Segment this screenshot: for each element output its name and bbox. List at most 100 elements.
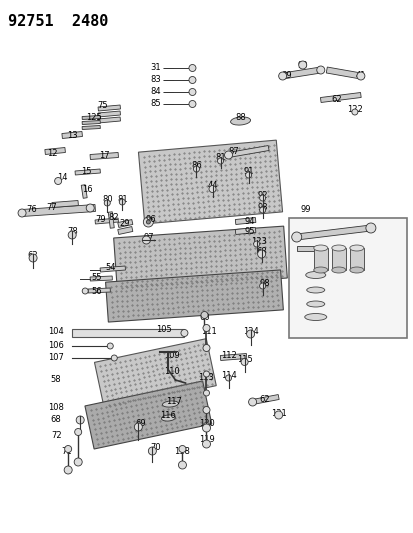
- Circle shape: [188, 77, 195, 84]
- Polygon shape: [252, 394, 278, 405]
- Text: 117: 117: [166, 397, 182, 406]
- Text: 100: 100: [336, 225, 352, 235]
- Text: 96: 96: [145, 215, 155, 224]
- Circle shape: [193, 166, 199, 172]
- Ellipse shape: [313, 267, 327, 273]
- Text: 120: 120: [198, 419, 214, 429]
- Polygon shape: [114, 226, 287, 290]
- Circle shape: [202, 424, 210, 432]
- Circle shape: [74, 429, 81, 435]
- Text: 60: 60: [199, 313, 209, 322]
- Polygon shape: [82, 116, 100, 119]
- Text: 54: 54: [105, 263, 115, 272]
- Circle shape: [76, 416, 84, 424]
- Text: 31: 31: [150, 63, 160, 72]
- Circle shape: [68, 231, 76, 239]
- Ellipse shape: [306, 301, 324, 307]
- Text: 13: 13: [67, 132, 77, 141]
- Text: 41: 41: [355, 70, 365, 79]
- Polygon shape: [98, 117, 120, 123]
- Circle shape: [82, 288, 88, 294]
- Text: 109: 109: [164, 351, 180, 360]
- Circle shape: [200, 311, 207, 319]
- Text: 84: 84: [150, 87, 160, 96]
- Circle shape: [178, 446, 185, 453]
- Polygon shape: [100, 266, 125, 272]
- Circle shape: [245, 172, 251, 178]
- Polygon shape: [75, 169, 100, 175]
- Circle shape: [202, 440, 210, 448]
- Circle shape: [180, 329, 188, 336]
- Text: 99: 99: [300, 206, 310, 214]
- Circle shape: [202, 407, 209, 414]
- Text: 29: 29: [119, 220, 129, 229]
- Text: 102: 102: [300, 284, 316, 293]
- Text: 70: 70: [150, 443, 160, 453]
- Text: 94: 94: [244, 217, 254, 227]
- Circle shape: [246, 330, 254, 338]
- Text: 85: 85: [150, 100, 160, 109]
- Text: 76: 76: [26, 206, 37, 214]
- Text: 16: 16: [82, 185, 92, 195]
- Polygon shape: [320, 93, 360, 102]
- Text: 95: 95: [244, 228, 254, 237]
- Circle shape: [209, 185, 216, 192]
- Circle shape: [253, 241, 259, 247]
- Text: 112: 112: [220, 351, 236, 360]
- Polygon shape: [45, 148, 65, 155]
- Circle shape: [248, 398, 256, 406]
- Text: 92: 92: [257, 191, 267, 200]
- Circle shape: [259, 283, 265, 289]
- Polygon shape: [235, 217, 255, 224]
- Circle shape: [55, 177, 62, 184]
- Circle shape: [257, 250, 265, 258]
- Text: 124: 124: [242, 327, 258, 336]
- Ellipse shape: [305, 271, 325, 279]
- Circle shape: [202, 325, 209, 332]
- Text: 104: 104: [48, 327, 64, 336]
- Text: 103: 103: [300, 311, 316, 320]
- Polygon shape: [220, 353, 246, 360]
- Text: 119: 119: [198, 435, 214, 445]
- Text: 62: 62: [331, 94, 341, 103]
- Text: 91: 91: [243, 167, 253, 176]
- Text: 122: 122: [346, 104, 362, 114]
- Text: 58: 58: [51, 376, 61, 384]
- Text: 103: 103: [300, 297, 316, 306]
- Circle shape: [119, 199, 125, 205]
- Text: 108: 108: [48, 403, 64, 413]
- Circle shape: [142, 236, 150, 244]
- Circle shape: [365, 223, 375, 233]
- Polygon shape: [325, 67, 361, 79]
- Text: 12: 12: [47, 149, 57, 157]
- Circle shape: [74, 458, 82, 466]
- Circle shape: [86, 204, 94, 212]
- Ellipse shape: [162, 401, 178, 407]
- Polygon shape: [90, 276, 112, 281]
- Circle shape: [188, 101, 195, 108]
- Text: 68: 68: [256, 247, 266, 256]
- Ellipse shape: [306, 287, 324, 293]
- Polygon shape: [296, 246, 316, 251]
- Text: 97: 97: [143, 233, 153, 243]
- Text: 125: 125: [86, 114, 102, 123]
- Polygon shape: [82, 120, 100, 125]
- Text: 110: 110: [164, 367, 180, 376]
- Text: 93: 93: [257, 204, 267, 213]
- Ellipse shape: [313, 245, 327, 251]
- Polygon shape: [228, 146, 268, 157]
- Polygon shape: [282, 67, 320, 79]
- Circle shape: [291, 232, 301, 242]
- Circle shape: [202, 423, 209, 430]
- Circle shape: [351, 109, 357, 115]
- Text: 62: 62: [259, 395, 269, 405]
- Text: 106: 106: [48, 342, 64, 351]
- Ellipse shape: [161, 415, 175, 421]
- Polygon shape: [94, 338, 216, 409]
- Text: 105: 105: [156, 326, 172, 335]
- Circle shape: [259, 195, 265, 201]
- Text: 55: 55: [91, 273, 101, 282]
- Bar: [288, 218, 406, 338]
- Circle shape: [29, 254, 37, 262]
- Polygon shape: [85, 381, 211, 449]
